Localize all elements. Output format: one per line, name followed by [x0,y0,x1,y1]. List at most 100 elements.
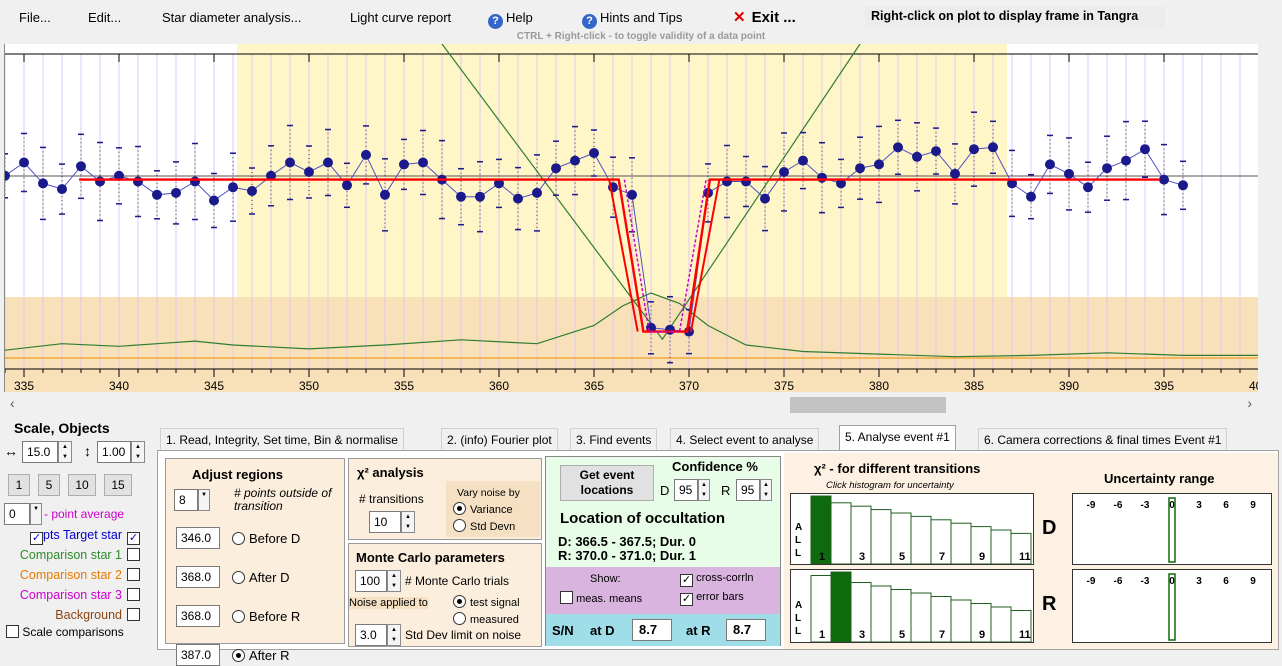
points-outside-dropdown[interactable]: ▼ [198,489,210,511]
event-region [237,44,1007,297]
confidence-d-input[interactable]: 95 [674,479,698,501]
get-event-locations-button[interactable]: Get event locations [560,465,654,501]
data-point [228,182,238,193]
test-signal-option[interactable]: test signal [453,595,520,609]
scroll-right-icon[interactable]: › [1247,395,1252,411]
file-menu[interactable]: File... [19,10,51,25]
object-checkbox[interactable]: ✓ [127,532,140,545]
variance-radio[interactable] [453,502,466,515]
std-devn-option[interactable]: Std Devn [453,519,515,533]
data-point [1159,174,1169,185]
measured-option[interactable]: measured [453,612,519,626]
scroll-left-icon[interactable]: ‹ [10,395,15,411]
object-checkbox[interactable] [127,588,140,601]
transitions-spinner[interactable]: ▲ ▼ [401,511,415,533]
light-curve-report-menu[interactable]: Light curve report [350,10,452,25]
scale-button-1[interactable]: 1 [8,474,30,496]
scale-comparisons-row[interactable]: Scale comparisons [6,625,124,639]
object-row[interactable]: ✓ pts Target star ✓ [30,528,140,545]
scale-button-10[interactable]: 10 [68,474,96,496]
region-radio[interactable] [232,571,245,584]
h-scale-input[interactable]: 15.0 [22,441,58,463]
region-option[interactable]: After R [232,648,289,663]
cross-correlation-checkbox[interactable]: ✓ [680,574,693,587]
exit-menu[interactable]: ✕ Exit ... [733,8,796,26]
error-bars-option[interactable]: ✓ error bars [680,591,744,606]
measured-radio[interactable] [453,612,466,625]
chi2-r-histogram[interactable]: A L L 1 3 5 7 9 11 [790,569,1034,643]
v-scale-spinner[interactable]: ▲ ▼ [131,441,145,463]
scale-button-15[interactable]: 15 [104,474,132,496]
object-row[interactable]: Comparison star 3 [20,588,140,602]
scroll-thumb[interactable] [790,397,946,413]
x-tick-label: 345 [204,379,224,392]
data-point [209,195,219,206]
scale-comparisons-checkbox[interactable] [6,625,19,638]
chi2-d-histogram[interactable]: A L L 1 3 5 7 9 11 [790,493,1034,565]
confidence-r-spinner[interactable]: ▲ ▼ [760,479,772,501]
region-radio[interactable] [232,649,245,662]
object-row[interactable]: Comparison star 2 [20,568,140,582]
points-outside-input[interactable]: 8 [174,489,198,511]
tab-find-events[interactable]: 3. Find events [570,428,658,452]
monte-carlo-trials-spinner[interactable]: ▲ ▼ [387,570,401,592]
tab-read-integrity[interactable]: 1. Read, Integrity, Set time, Bin & norm… [160,428,404,452]
histogram-label: 9 [979,629,985,641]
all-letter: L [795,535,801,546]
plot-horizontal-scrollbar[interactable]: ‹ › [4,392,1258,414]
meas-means-option[interactable]: meas. means [560,591,642,605]
confidence-r-input[interactable]: 95 [736,479,760,501]
region-option[interactable]: Before R [232,609,300,624]
point-average-dropdown[interactable]: ▼ [30,503,42,525]
help-menu[interactable]: ? Help [488,10,533,29]
region-radio[interactable] [232,532,245,545]
region-value-input[interactable]: 387.0 [176,644,220,666]
star-diameter-menu[interactable]: Star diameter analysis... [162,10,302,25]
hints-menu[interactable]: ? Hints and Tips [582,10,682,29]
transitions-input[interactable]: 10 [369,511,401,533]
light-curve-plot[interactable]: 335 340 345 350 355 360 365 370 375 380 385 390 395 4… [4,44,1258,392]
histogram-label: 1 [819,551,825,563]
std-dev-limit-spinner[interactable]: ▲ ▼ [387,624,401,646]
object-checkbox[interactable] [127,608,140,621]
point-average-input[interactable]: 0 [4,503,30,525]
object-row[interactable]: Comparison star 1 [20,548,140,562]
edit-menu[interactable]: Edit... [88,10,122,25]
object-checkbox[interactable] [127,548,140,561]
error-bars-checkbox[interactable]: ✓ [680,593,693,606]
uncertainty-label: -6 [1114,576,1123,587]
std-dev-limit-input[interactable]: 3.0 [355,624,387,646]
uncertainty-d-plot: -9 -6 -3 0 3 6 9 [1072,493,1272,565]
std-devn-radio[interactable] [453,519,466,532]
tab-fourier[interactable]: 2. (info) Fourier plot [441,428,558,452]
data-point [532,187,542,198]
scale-button-5[interactable]: 5 [38,474,60,496]
region-value-input[interactable]: 368.0 [176,566,220,588]
region-value-input[interactable]: 346.0 [176,527,220,549]
points-checkbox[interactable]: ✓ [30,532,44,545]
monte-carlo-trials-input[interactable]: 100 [355,570,387,592]
region-radio[interactable] [232,610,245,623]
tab-camera-corrections[interactable]: 6. Camera corrections & final times Even… [978,428,1228,452]
object-label: pts Target star [43,528,122,542]
meas-means-checkbox[interactable] [560,591,573,604]
object-checkbox[interactable] [127,568,140,581]
tab-select-event[interactable]: 4. Select event to analyse [670,428,820,452]
object-row[interactable]: Background [55,608,140,622]
all-letter: L [795,626,801,637]
region-value-input[interactable]: 368.0 [176,605,220,627]
tab-analyse-event-selected[interactable]: 5. Analyse event #1 [839,425,956,451]
variance-option[interactable]: Variance [453,502,513,516]
x-tick-label: 390 [1059,379,1079,392]
region-option[interactable]: Before D [232,531,300,546]
test-signal-radio[interactable] [453,595,466,608]
data-point [665,324,675,335]
region-label: Before R [249,609,301,624]
confidence-d-spinner[interactable]: ▲ ▼ [698,479,710,501]
light-curve-svg[interactable]: 335 340 345 350 355 360 365 370 375 380 385 390 395 4… [5,44,1258,392]
cross-correlation-option[interactable]: ✓ cross-corrln [680,572,754,587]
data-point [342,180,352,191]
region-option[interactable]: After D [232,570,289,585]
v-scale-input[interactable]: 1.00 [97,441,131,463]
h-scale-spinner[interactable]: ▲ ▼ [58,441,72,463]
